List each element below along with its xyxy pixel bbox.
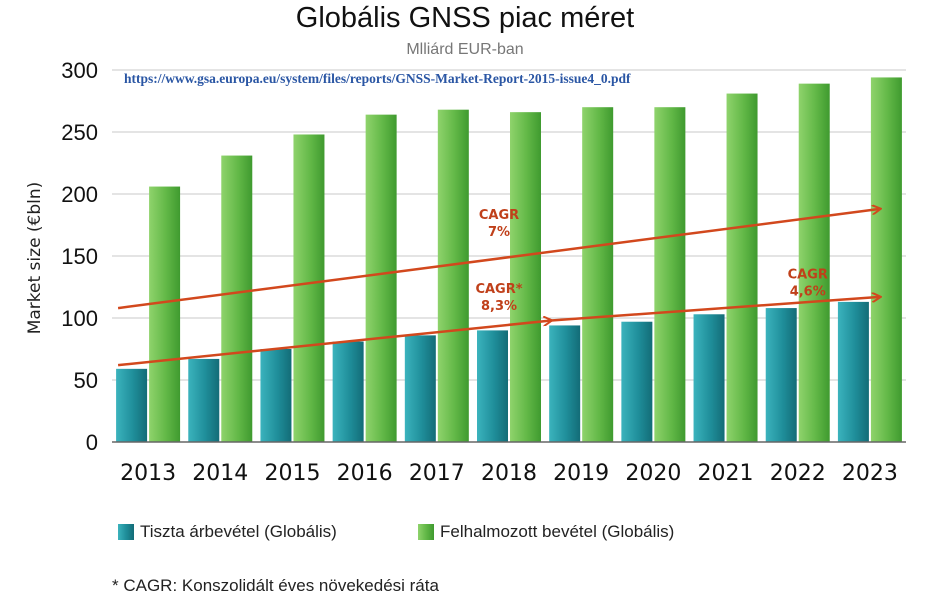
legend: Tiszta árbevétel (Globális) Felhalmozott… <box>0 522 930 546</box>
axes: 0 50 100 150 200 250 300 2013 2014 2015 2016 2017 20… <box>25 58 906 486</box>
x-tick-label: 2014 <box>192 461 248 486</box>
x-tick-label: 2019 <box>553 461 609 486</box>
source-url[interactable]: https://www.gsa.europa.eu/system/files/r… <box>124 71 631 86</box>
chart-subtitle: Mlliárd EUR-ban <box>406 41 524 58</box>
cagr-value: 4,6% <box>790 284 826 299</box>
y-tick-label: 100 <box>61 306 98 331</box>
x-tick-label: 2021 <box>698 461 754 486</box>
bar-net-revenue <box>477 330 508 442</box>
x-tick-label: 2013 <box>120 461 176 486</box>
x-tick-label: 2018 <box>481 461 537 486</box>
cagr-label: CAGR* <box>475 282 522 297</box>
legend-item-net-revenue: Tiszta árbevétel (Globális) <box>118 522 337 542</box>
bar-cumulative-revenue <box>726 93 758 442</box>
bar-net-revenue <box>188 358 220 442</box>
cagr-label: CAGR <box>479 208 519 223</box>
bar-cumulative-revenue <box>293 134 325 443</box>
cagr-value: 7% <box>488 225 510 240</box>
footnote: * CAGR: Konszolidált éves növekedési rát… <box>112 576 439 595</box>
bar-net-revenue <box>116 368 148 442</box>
bar-net-revenue <box>837 301 869 442</box>
bar-cumulative-revenue <box>149 186 181 442</box>
cagr-annotations: CAGR 7% CAGR* 8,3% CAGR 4,6% <box>117 208 880 367</box>
y-tick-label: 300 <box>61 58 98 83</box>
x-tick-label: 2023 <box>842 461 898 486</box>
legend-swatch-cumulative-revenue <box>418 524 434 540</box>
y-tick-label: 0 <box>86 430 98 455</box>
cagr-arrow <box>117 209 880 310</box>
bar-cumulative-revenue <box>654 107 686 442</box>
x-tick-label: 2022 <box>770 461 826 486</box>
y-tick-label: 150 <box>61 244 98 269</box>
bars <box>116 77 902 443</box>
x-tick-label: 2017 <box>409 461 465 486</box>
cagr-arrow <box>117 320 551 367</box>
bar-cumulative-revenue <box>365 114 397 442</box>
bar-cumulative-revenue <box>510 112 541 442</box>
bar-cumulative-revenue <box>870 77 902 442</box>
bar-net-revenue <box>549 325 581 442</box>
y-tick-label: 50 <box>74 368 98 393</box>
x-tick-label: 2020 <box>625 461 681 486</box>
bar-cumulative-revenue <box>437 109 469 443</box>
x-tick-label: 2016 <box>337 461 393 486</box>
bar-net-revenue <box>260 349 292 442</box>
cagr-arrow <box>551 297 880 322</box>
bar-net-revenue <box>693 314 725 442</box>
cagr-value: 8,3% <box>481 299 517 314</box>
y-axis-label: Market size (€bln) <box>25 182 45 335</box>
x-tick-label: 2015 <box>264 461 320 486</box>
y-tick-label: 250 <box>61 120 98 145</box>
legend-item-cumulative-revenue: Felhalmozott bevétel (Globális) <box>418 522 674 542</box>
bar-net-revenue <box>765 308 797 442</box>
bar-cumulative-revenue <box>798 83 830 442</box>
legend-label-net-revenue: Tiszta árbevétel (Globális) <box>140 522 337 541</box>
cagr-label: CAGR <box>788 267 828 282</box>
bar-cumulative-revenue <box>221 155 253 442</box>
bar-net-revenue <box>621 321 653 442</box>
legend-label-cumulative-revenue: Felhalmozott bevétel (Globális) <box>440 522 675 541</box>
bar-chart: 0 50 100 150 200 250 300 2013 2014 2015 2016 2017 20… <box>25 58 906 486</box>
bar-net-revenue <box>404 335 436 442</box>
y-tick-label: 200 <box>61 182 98 207</box>
legend-swatch-net-revenue <box>118 524 134 540</box>
bar-cumulative-revenue <box>582 107 614 442</box>
chart-title: Globális GNSS piac méret <box>295 2 635 34</box>
bar-net-revenue <box>332 341 364 442</box>
